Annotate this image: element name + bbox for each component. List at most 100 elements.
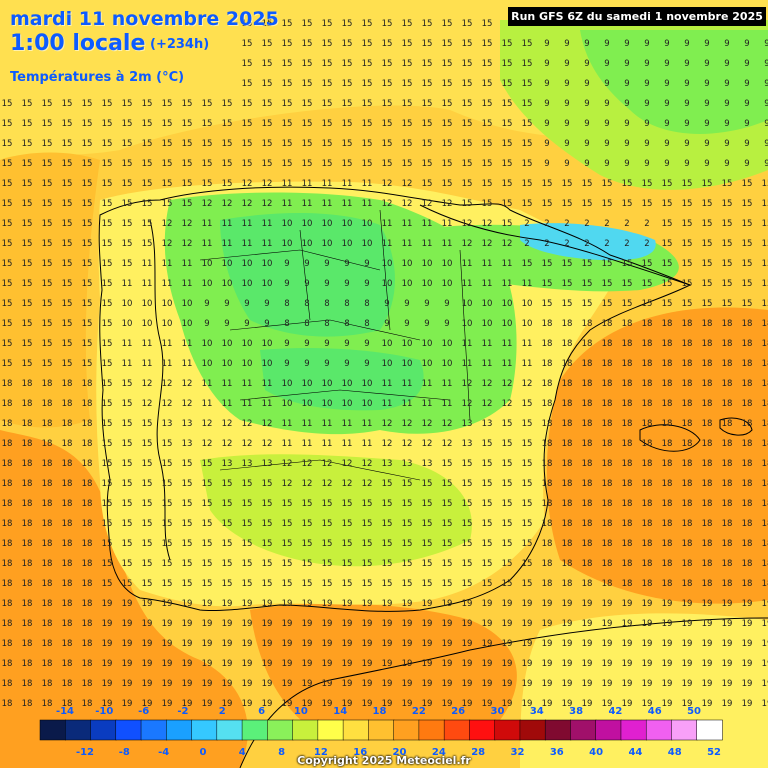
- grid-value: 9: [664, 119, 669, 129]
- grid-value: 11: [122, 359, 133, 369]
- grid-value: 15: [462, 19, 473, 29]
- grid-value: 19: [202, 619, 213, 629]
- grid-value: 19: [542, 599, 553, 609]
- grid-value: 15: [282, 59, 293, 69]
- grid-value: 15: [762, 259, 768, 269]
- grid-value: 18: [622, 519, 633, 529]
- grid-value: 15: [282, 519, 293, 529]
- grid-value: 19: [662, 599, 673, 609]
- grid-value: 15: [582, 179, 593, 189]
- grid-value: 9: [324, 259, 329, 269]
- legend-swatch: [115, 719, 142, 741]
- grid-value: 15: [482, 519, 493, 529]
- grid-value: 15: [442, 99, 453, 109]
- grid-value: 15: [402, 119, 413, 129]
- grid-value: 19: [622, 679, 633, 689]
- grid-value: 19: [602, 679, 613, 689]
- grid-value: 15: [102, 539, 113, 549]
- grid-value: 15: [542, 299, 553, 309]
- grid-value: 9: [704, 79, 709, 89]
- grid-value: 15: [202, 179, 213, 189]
- grid-value: 15: [522, 199, 533, 209]
- grid-value: 15: [142, 239, 153, 249]
- grid-value: 15: [242, 539, 253, 549]
- grid-value: 9: [544, 59, 549, 69]
- grid-value: 15: [142, 159, 153, 169]
- grid-value: 15: [202, 499, 213, 509]
- grid-value: 19: [422, 639, 433, 649]
- grid-value: 15: [102, 139, 113, 149]
- grid-value: 9: [544, 79, 549, 89]
- grid-value: 19: [502, 639, 513, 649]
- grid-value: 15: [222, 579, 233, 589]
- grid-value: 12: [142, 379, 153, 389]
- grid-value: 15: [142, 519, 153, 529]
- grid-value: 10: [242, 359, 253, 369]
- grid-value: 15: [222, 539, 233, 549]
- grid-value: 18: [582, 339, 593, 349]
- grid-value: 15: [382, 519, 393, 529]
- grid-value: 13: [402, 459, 413, 469]
- grid-value: 11: [382, 379, 393, 389]
- grid-value: 9: [244, 319, 249, 329]
- grid-value: 15: [442, 59, 453, 69]
- grid-value: 18: [542, 459, 553, 469]
- grid-value: 19: [182, 619, 193, 629]
- legend-upper-tick: 30: [491, 706, 505, 717]
- grid-value: 19: [102, 619, 113, 629]
- legend-swatch: [140, 719, 168, 741]
- grid-value: 19: [382, 619, 393, 629]
- grid-value: 18: [542, 519, 553, 529]
- grid-value: 15: [42, 199, 53, 209]
- grid-value: 18: [662, 459, 673, 469]
- grid-value: 18: [722, 439, 733, 449]
- grid-value: 11: [162, 359, 173, 369]
- grid-value: 12: [462, 379, 473, 389]
- grid-value: 11: [342, 419, 353, 429]
- grid-value: 15: [462, 499, 473, 509]
- grid-value: 19: [382, 599, 393, 609]
- grid-value: 2: [604, 219, 609, 229]
- grid-value: 9: [444, 299, 449, 309]
- grid-value: 19: [182, 639, 193, 649]
- grid-value: 18: [542, 319, 553, 329]
- grid-value: 15: [362, 539, 373, 549]
- grid-value: 15: [322, 119, 333, 129]
- grid-value: 18: [62, 439, 73, 449]
- grid-value: 18: [22, 559, 33, 569]
- grid-value: 9: [764, 139, 768, 149]
- grid-value: 18: [762, 379, 768, 389]
- grid-value: 15: [302, 59, 313, 69]
- grid-value: 15: [482, 459, 493, 469]
- grid-value: 10: [362, 399, 373, 409]
- grid-value: 15: [522, 539, 533, 549]
- grid-value: 15: [42, 179, 53, 189]
- grid-value: 15: [502, 579, 513, 589]
- grid-value: 15: [262, 479, 273, 489]
- grid-value: 11: [262, 399, 273, 409]
- grid-value: 18: [2, 539, 13, 549]
- grid-value: 9: [664, 79, 669, 89]
- grid-value: 19: [722, 639, 733, 649]
- grid-value: 15: [482, 579, 493, 589]
- legend-swatch: [191, 719, 218, 741]
- grid-value: 15: [182, 159, 193, 169]
- grid-value: 18: [702, 419, 713, 429]
- grid-value: 9: [744, 159, 749, 169]
- grid-value: 18: [82, 439, 93, 449]
- legend-lower-tick: 20: [393, 747, 407, 758]
- grid-value: 15: [522, 459, 533, 469]
- grid-value: 9: [604, 159, 609, 169]
- grid-value: 18: [542, 399, 553, 409]
- grid-value: 13: [422, 459, 433, 469]
- grid-value: 19: [302, 639, 313, 649]
- grid-value: 15: [562, 199, 573, 209]
- grid-value: 10: [342, 239, 353, 249]
- grid-value: 10: [322, 379, 333, 389]
- grid-value: 9: [744, 99, 749, 109]
- grid-value: 18: [602, 319, 613, 329]
- grid-value: 18: [722, 419, 733, 429]
- grid-value: 15: [122, 479, 133, 489]
- grid-value: 15: [62, 299, 73, 309]
- legend-upper-tick: 42: [608, 706, 622, 717]
